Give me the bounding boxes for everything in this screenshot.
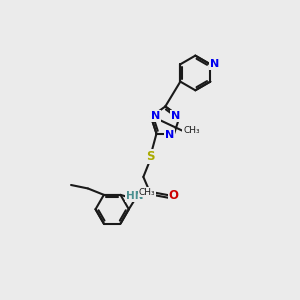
Text: HN: HN — [126, 191, 143, 201]
Text: N: N — [151, 111, 160, 121]
Text: N: N — [165, 130, 175, 140]
Text: N: N — [210, 59, 219, 69]
Text: S: S — [146, 150, 154, 163]
Text: N: N — [171, 111, 180, 121]
Text: CH₃: CH₃ — [139, 188, 155, 197]
Text: CH₃: CH₃ — [183, 126, 200, 135]
Text: O: O — [169, 189, 179, 202]
